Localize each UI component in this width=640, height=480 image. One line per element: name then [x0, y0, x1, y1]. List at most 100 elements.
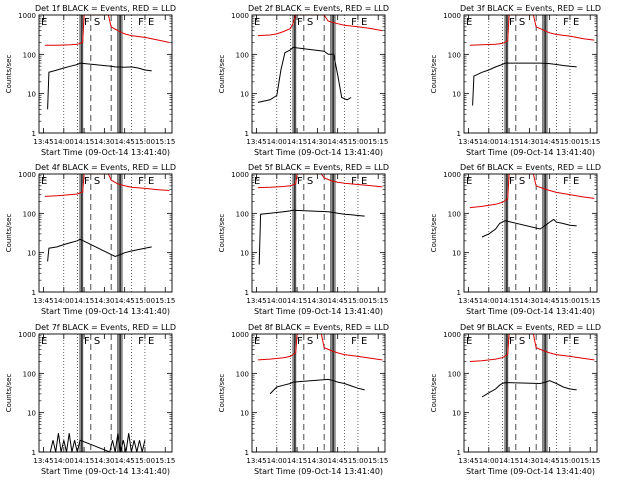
phase-marker-f: F	[297, 176, 303, 187]
x-tick-label: 13:45	[246, 457, 266, 465]
x-tick-label: 14:30	[94, 297, 114, 305]
y-tick-label: 10	[240, 91, 249, 99]
y-axis-label: Counts/sec	[218, 55, 226, 94]
phase-marker-f: F	[351, 176, 357, 187]
x-tick-label: 14:00	[54, 138, 74, 146]
x-tick-label: 14:00	[479, 457, 499, 465]
x-tick-label: 15:00	[348, 138, 368, 146]
phase-marker-e: E	[148, 336, 154, 347]
chart-panel-4: Det 4f BLACK = Events, RED = LLD Counts/s…	[5, 163, 176, 316]
chart-title: Det 4f BLACK = Events, RED = LLD	[35, 163, 176, 172]
y-tick-label: 1	[245, 130, 249, 138]
events-series-line	[47, 62, 152, 110]
phase-marker-f: F	[509, 336, 515, 347]
y-tick-label: 100	[23, 370, 36, 378]
x-axis-label: Start Time (09-Oct-14 13:41:40)	[466, 467, 595, 476]
x-tick-label: 14:00	[479, 297, 499, 305]
y-tick-label: 10	[452, 410, 461, 418]
x-axis-label: Start Time (09-Oct-14 13:41:40)	[254, 467, 383, 476]
phase-marker-f: F	[138, 336, 144, 347]
chart-title: Det 9f BLACK = Events, RED = LLD	[460, 323, 601, 332]
y-tick-label: 10	[240, 250, 249, 258]
chart-title: Det 1f BLACK = Events, RED = LLD	[35, 4, 176, 13]
x-tick-label: 14:15	[74, 297, 94, 305]
y-tick-label: 100	[23, 51, 36, 59]
y-tick-label: 1	[457, 289, 461, 297]
x-tick-label: 14:30	[519, 297, 539, 305]
phase-marker-f: F	[351, 336, 357, 347]
y-tick-label: 1000	[18, 171, 36, 179]
plot-frame	[251, 333, 386, 453]
phase-marker-e: E	[148, 176, 154, 187]
x-tick-label: 15:00	[348, 457, 368, 465]
y-tick-label: 100	[448, 370, 461, 378]
y-tick-label: 1000	[231, 12, 249, 20]
plot-frame	[38, 14, 173, 134]
phase-marker-f: F	[84, 336, 90, 347]
y-tick-label: 10	[452, 91, 461, 99]
lld-series-line	[257, 333, 383, 361]
phase-marker-s: S	[519, 176, 525, 187]
chart-title: Det 5f BLACK = Events, RED = LLD	[248, 163, 389, 172]
x-tick-label: 15:00	[348, 297, 368, 305]
x-tick-label: 13:45	[458, 297, 478, 305]
phase-marker-f: F	[297, 336, 303, 347]
y-tick-label: 1	[457, 449, 461, 457]
x-tick-label: 14:15	[287, 297, 307, 305]
lld-series-line	[44, 173, 170, 197]
phase-marker-f: F	[563, 17, 569, 28]
x-tick-label: 15:00	[135, 297, 155, 305]
x-tick-label: 14:00	[54, 297, 74, 305]
y-tick-label: 1	[245, 289, 249, 297]
x-tick-label: 14:30	[307, 297, 327, 305]
x-tick-label: 14:00	[267, 138, 287, 146]
x-tick-label: 14:30	[94, 138, 114, 146]
y-axis-label: Counts/sec	[218, 374, 226, 413]
x-tick-label: 15:15	[155, 138, 175, 146]
x-tick-label: 15:15	[580, 457, 600, 465]
y-tick-label: 1000	[443, 331, 461, 339]
x-tick-label: 14:45	[115, 457, 135, 465]
phase-marker-e: E	[466, 176, 472, 187]
y-tick-label: 1	[245, 449, 249, 457]
x-axis-label: Start Time (09-Oct-14 13:41:40)	[41, 307, 170, 316]
phase-marker-s: S	[519, 336, 525, 347]
x-tick-label: 15:15	[368, 457, 388, 465]
plot-frame	[463, 333, 598, 453]
y-axis-label: Counts/sec	[5, 374, 13, 413]
chart-panel-1: Det 1f BLACK = Events, RED = LLD Counts/s…	[5, 4, 176, 157]
phase-marker-e: E	[361, 176, 367, 187]
y-tick-label: 10	[27, 91, 36, 99]
x-axis-label: Start Time (09-Oct-14 13:41:40)	[254, 148, 383, 157]
x-tick-label: 14:15	[499, 138, 519, 146]
phase-marker-f: F	[84, 17, 90, 28]
lld-series-line	[44, 14, 170, 46]
events-series-line	[49, 433, 146, 453]
x-tick-label: 14:15	[74, 457, 94, 465]
x-tick-label: 15:00	[135, 138, 155, 146]
y-tick-label: 100	[23, 210, 36, 218]
x-tick-label: 14:45	[540, 138, 560, 146]
phase-marker-s: S	[94, 17, 100, 28]
x-tick-label: 15:15	[368, 138, 388, 146]
chart-panel-3: Det 3f BLACK = Events, RED = LLD Counts/s…	[430, 4, 601, 157]
phase-marker-f: F	[351, 17, 357, 28]
x-tick-label: 13:45	[246, 138, 266, 146]
x-tick-label: 13:45	[458, 138, 478, 146]
events-series-line	[481, 380, 577, 398]
y-tick-label: 100	[448, 210, 461, 218]
y-axis-label: Counts/sec	[430, 214, 438, 253]
y-tick-label: 10	[27, 250, 36, 258]
phase-marker-f: F	[138, 17, 144, 28]
y-tick-label: 100	[448, 51, 461, 59]
phase-marker-s: S	[94, 176, 100, 187]
x-axis-label: Start Time (09-Oct-14 13:41:40)	[41, 467, 170, 476]
x-axis-label: Start Time (09-Oct-14 13:41:40)	[41, 148, 170, 157]
phase-marker-f: F	[563, 336, 569, 347]
lld-series-line	[257, 173, 383, 189]
plot-frame	[251, 14, 386, 134]
chart-panel-8: Det 8f BLACK = Events, RED = LLD Counts/s…	[218, 323, 389, 476]
lld-series-line	[469, 173, 595, 209]
phase-marker-e: E	[254, 336, 260, 347]
x-tick-label: 14:30	[519, 138, 539, 146]
